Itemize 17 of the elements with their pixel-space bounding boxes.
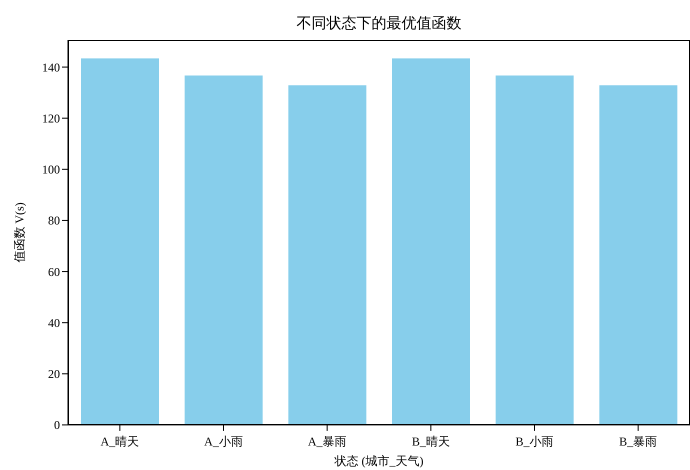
y-tick-label: 60 xyxy=(48,264,60,279)
x-axis-title: 状态 (城市_天气) xyxy=(334,453,424,470)
x-tick-label: A_暴雨 xyxy=(308,434,347,448)
y-tick-label: 0 xyxy=(54,418,60,432)
x-tick-label: B_晴天 xyxy=(412,434,450,448)
y-tick-label: 40 xyxy=(48,316,60,330)
y-tick-label: 100 xyxy=(42,162,60,177)
y-tick-label: 140 xyxy=(42,60,60,74)
x-tick-label: B_小雨 xyxy=(515,434,554,448)
y-tick-label: 20 xyxy=(48,367,60,382)
x-tick-label: A_晴天 xyxy=(100,434,140,448)
x-tick-label: B_暴雨 xyxy=(619,434,658,448)
y-tick-label: 80 xyxy=(48,214,60,228)
chart-title: 不同状态下的最优值函数 xyxy=(296,14,462,33)
x-tick-label: A_小雨 xyxy=(204,434,243,448)
y-tick-label: 120 xyxy=(42,111,60,126)
y-axis-title: 值函数 V(s) xyxy=(12,202,28,263)
